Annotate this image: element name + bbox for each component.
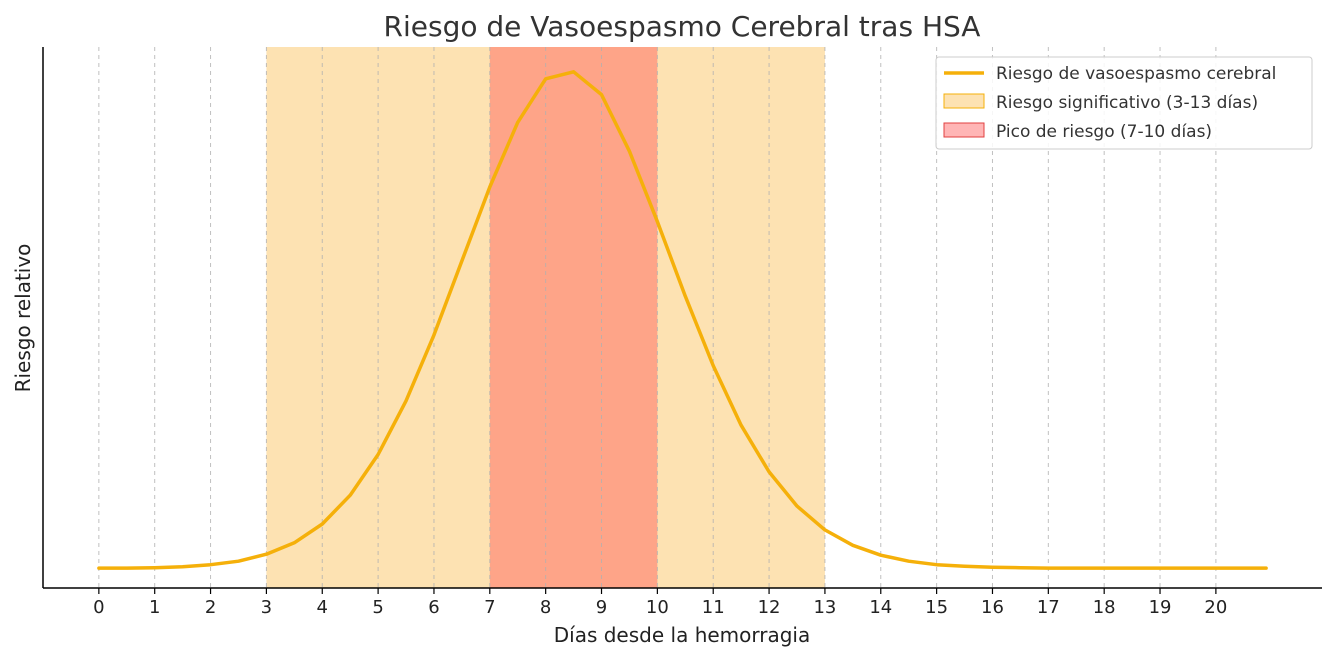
- x-tick-label: 5: [372, 597, 383, 618]
- x-tick-label: 19: [1149, 597, 1172, 618]
- x-tick-label: 20: [1204, 597, 1227, 618]
- legend-swatch-significant: [943, 93, 985, 109]
- x-tick-label: 8: [540, 597, 551, 618]
- x-tick-label: 16: [981, 597, 1004, 618]
- x-tick-label: 18: [1093, 597, 1116, 618]
- chart-title: Riesgo de Vasoespasmo Cerebral tras HSA: [384, 10, 981, 43]
- legend-swatch-peak: [943, 122, 985, 138]
- x-tick-label: 2: [205, 597, 216, 618]
- x-tick-label: 14: [869, 597, 892, 618]
- x-tick-label: 9: [596, 597, 607, 618]
- x-tick-label: 11: [702, 597, 725, 618]
- x-tick-label: 15: [925, 597, 948, 618]
- x-tick-label: 3: [261, 597, 272, 618]
- x-tick-label: 12: [758, 597, 781, 618]
- x-tick-label: 7: [484, 597, 495, 618]
- x-ticks: 0 1 2 3 4 5 6 7 8 9 10 11 12 13 14 15 16 17 18 19 20: [93, 588, 1227, 618]
- legend-label-significant: Riesgo significativo (3-13 días): [996, 93, 1258, 113]
- legend-label-peak: Pico de riesgo (7-10 días): [996, 122, 1212, 142]
- x-axis-label: Días desde la hemorragia: [554, 623, 811, 647]
- series-line: [97, 70, 1268, 570]
- x-tick-label: 13: [813, 597, 836, 618]
- legend-box: [935, 56, 1313, 150]
- series-lines: [97, 70, 1268, 570]
- x-tick-label: 0: [93, 597, 104, 618]
- x-tick-label: 6: [428, 597, 439, 618]
- legend: Riesgo de vasoespasmo cerebral Riesgo si…: [935, 56, 1313, 150]
- legend-label-series: Riesgo de vasoespasmo cerebral: [996, 64, 1276, 84]
- x-tick-label: 4: [317, 597, 328, 618]
- x-tick-label: 1: [149, 597, 160, 618]
- y-axis-label: Riesgo relativo: [11, 244, 35, 393]
- region-peak-risk: [489, 47, 658, 588]
- x-tick-label: 10: [646, 597, 669, 618]
- x-tick-label: 17: [1037, 597, 1060, 618]
